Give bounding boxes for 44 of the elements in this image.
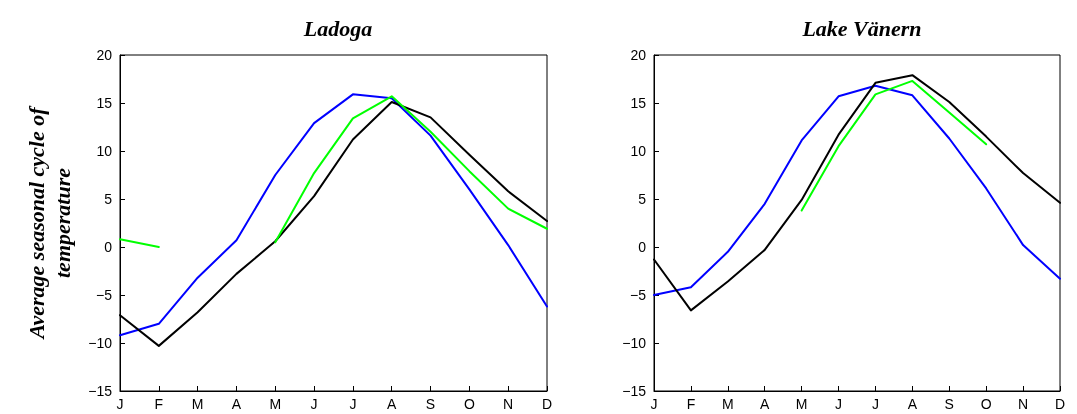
x-tick-label: F (686, 396, 696, 412)
y-tick-label: 15 (96, 95, 113, 111)
x-tick-label: D (1054, 396, 1066, 412)
x-tick-label: O (463, 396, 475, 412)
x-tick-label: M (721, 396, 734, 412)
x-tick-label: J (116, 396, 124, 412)
y-tick-label: −15 (88, 383, 113, 399)
x-tick-label: J (349, 396, 357, 412)
x-tick-label: F (154, 396, 164, 412)
x-tick-label: O (980, 396, 992, 412)
x-tick-label: D (541, 396, 553, 412)
y-tick-label: 0 (638, 239, 647, 255)
line-series (800, 79, 988, 212)
x-tick-label: A (760, 396, 771, 412)
chart-title: Ladoga (302, 15, 373, 41)
y-tick-label: −5 (630, 287, 647, 303)
x-tick-label: M (269, 396, 282, 412)
x-tick-label: A (907, 396, 918, 412)
y-tick-label: 20 (630, 47, 647, 63)
x-tick-label: J (650, 396, 658, 412)
x-tick-label: A (231, 396, 242, 412)
x-tick-label: J (310, 396, 318, 412)
chart-title: Lake Vänern (801, 15, 922, 41)
x-tick-label: N (503, 396, 514, 412)
x-tick-label: M (191, 396, 204, 412)
y-tick-label: 10 (96, 143, 113, 159)
y-tick-label: −5 (96, 287, 113, 303)
y-tick-label: −10 (622, 335, 647, 351)
y-tick-label: −15 (622, 383, 647, 399)
x-tick-label: J (835, 396, 843, 412)
y-tick-label: −10 (88, 335, 113, 351)
x-tick-label: S (944, 396, 954, 412)
x-tick-label: J (871, 396, 879, 412)
y-tick-label: 10 (630, 143, 647, 159)
x-tick-label: N (1018, 396, 1029, 412)
y-tick-label: 0 (104, 239, 113, 255)
y-tick-label: 5 (638, 191, 647, 207)
x-tick-label: M (795, 396, 808, 412)
x-tick-label: S (425, 396, 436, 412)
y-tick-label: 5 (104, 191, 113, 207)
y-tick-label: 20 (96, 47, 113, 63)
x-tick-label: A (387, 396, 398, 412)
y-axis-title: Average seasonal cycle of temperature (23, 104, 75, 341)
y-tick-label: 15 (630, 95, 647, 111)
